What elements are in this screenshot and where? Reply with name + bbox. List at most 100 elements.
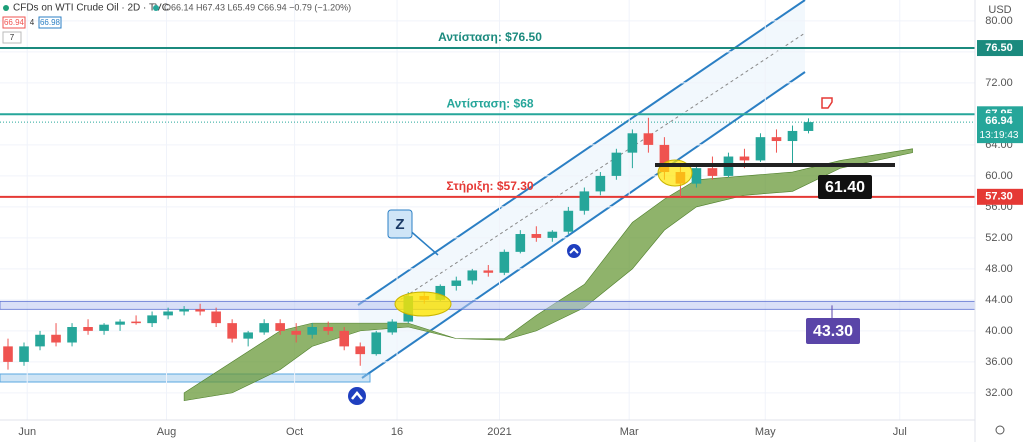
channel-lower bbox=[361, 71, 806, 379]
arrow-up-icon bbox=[351, 391, 363, 400]
y-tick-label: 52.00 bbox=[985, 232, 1013, 244]
candle-body bbox=[771, 137, 782, 142]
zone-band bbox=[0, 300, 976, 310]
level-price-badge bbox=[977, 40, 1023, 57]
candle-body bbox=[307, 327, 317, 335]
bid-box bbox=[2, 16, 26, 29]
level-price-badge bbox=[977, 188, 1023, 205]
price-axis bbox=[975, 0, 1024, 442]
y-tick-label: 40.00 bbox=[985, 325, 1013, 337]
candle-body bbox=[35, 334, 45, 347]
ask: 66.98 bbox=[40, 18, 61, 27]
candle-body bbox=[131, 321, 141, 324]
candle-body bbox=[227, 323, 237, 339]
bid: 66.94 bbox=[4, 18, 25, 27]
zone-badge bbox=[806, 318, 860, 344]
candle-body bbox=[659, 144, 670, 173]
x-tick-label: Oct bbox=[286, 426, 303, 438]
candle-body bbox=[339, 330, 350, 347]
y-tick-label: 32.00 bbox=[985, 387, 1013, 399]
ask-box bbox=[38, 16, 62, 29]
ohlc: O66.14 H67.43 L65.49 C66.94 −0.79 (−1.20… bbox=[164, 2, 351, 12]
zone-label: 43.30 bbox=[813, 323, 853, 340]
x-tick-label: Jul bbox=[893, 426, 907, 438]
alert-icon bbox=[821, 97, 833, 109]
candle-body bbox=[803, 122, 814, 131]
x-tick-label: Aug bbox=[157, 426, 177, 438]
arrow-up-icon bbox=[567, 244, 581, 258]
symbol: CFDs on WTI Crude Oil · 2D · TVC bbox=[13, 3, 169, 14]
y-tick-label: 44.00 bbox=[985, 294, 1013, 306]
x-tick-label: Jun bbox=[18, 426, 36, 438]
candle-body bbox=[435, 285, 446, 300]
y-tick-label: 36.00 bbox=[985, 356, 1013, 368]
candle-body bbox=[323, 327, 334, 331]
candle-body bbox=[259, 323, 269, 333]
channel-upper bbox=[357, 0, 806, 306]
indicator-toggle[interactable] bbox=[2, 31, 22, 44]
level-annotation: Στήριξη: $57.30 bbox=[446, 179, 533, 193]
candle-body bbox=[115, 321, 125, 325]
level-annotation: Αντίσταση: $68 bbox=[446, 96, 533, 110]
candle-body bbox=[467, 270, 478, 281]
indicator-count: 7 bbox=[10, 33, 15, 42]
candle-body bbox=[563, 210, 574, 232]
candle-body bbox=[387, 321, 398, 333]
spread: 4 bbox=[30, 18, 35, 27]
marker-badge bbox=[818, 175, 872, 199]
candle-body bbox=[355, 346, 366, 355]
layer: Αντίσταση: $76.50 Αντίσταση: $68 Στήριξη: … bbox=[438, 30, 895, 344]
candle-body bbox=[739, 156, 750, 161]
candle-body bbox=[579, 191, 590, 211]
currency: USD bbox=[988, 4, 1011, 16]
last-price: 66.94 bbox=[985, 115, 1013, 127]
layer bbox=[0, 0, 976, 420]
candle-body bbox=[195, 309, 205, 312]
candle-body bbox=[243, 332, 253, 339]
marker-label: 61.40 bbox=[825, 179, 865, 196]
channel-fill bbox=[358, 0, 805, 378]
candle-body bbox=[51, 334, 61, 343]
x-tick-label: Mar bbox=[620, 426, 639, 438]
candle-body bbox=[611, 152, 622, 176]
candle-body bbox=[83, 327, 93, 331]
countdown: 13:19:43 bbox=[980, 130, 1019, 141]
wave-label: Z bbox=[395, 216, 404, 233]
candle-body bbox=[515, 234, 526, 252]
last-price-badge bbox=[977, 113, 1023, 144]
candle-body bbox=[179, 309, 189, 312]
y-tick-label: 48.00 bbox=[985, 263, 1013, 275]
x-tick-label: May bbox=[755, 426, 776, 438]
candle-body bbox=[499, 251, 510, 273]
candle-body bbox=[643, 133, 654, 145]
candle-body bbox=[275, 323, 285, 331]
callout-box bbox=[387, 209, 413, 239]
level-price: 76.50 bbox=[985, 42, 1013, 54]
candle-body bbox=[595, 175, 606, 192]
status-dot bbox=[153, 5, 159, 11]
support-zone bbox=[0, 373, 371, 383]
candle-body bbox=[707, 168, 718, 176]
candle-body bbox=[531, 234, 542, 238]
candles bbox=[3, 117, 814, 370]
candle-body bbox=[627, 133, 638, 153]
settings-icon[interactable] bbox=[995, 425, 1005, 435]
candle-body bbox=[547, 231, 558, 238]
candle-body bbox=[691, 168, 702, 184]
status-dot bbox=[3, 5, 9, 11]
candle-body bbox=[291, 330, 301, 335]
candle-body bbox=[147, 315, 157, 324]
arrow-up-icon bbox=[348, 387, 366, 405]
y-tick-label: 72.00 bbox=[985, 77, 1013, 89]
candle-body bbox=[163, 311, 173, 316]
level-price: 57.30 bbox=[985, 191, 1013, 203]
candle-body bbox=[755, 137, 766, 161]
candle-body bbox=[787, 130, 798, 142]
candle-body bbox=[99, 324, 109, 331]
level-annotation: Αντίσταση: $76.50 bbox=[438, 30, 542, 44]
x-tick-label: 16 bbox=[391, 426, 403, 438]
channel-mid bbox=[399, 32, 806, 301]
highlight bbox=[394, 291, 452, 317]
candle-body bbox=[19, 346, 29, 362]
